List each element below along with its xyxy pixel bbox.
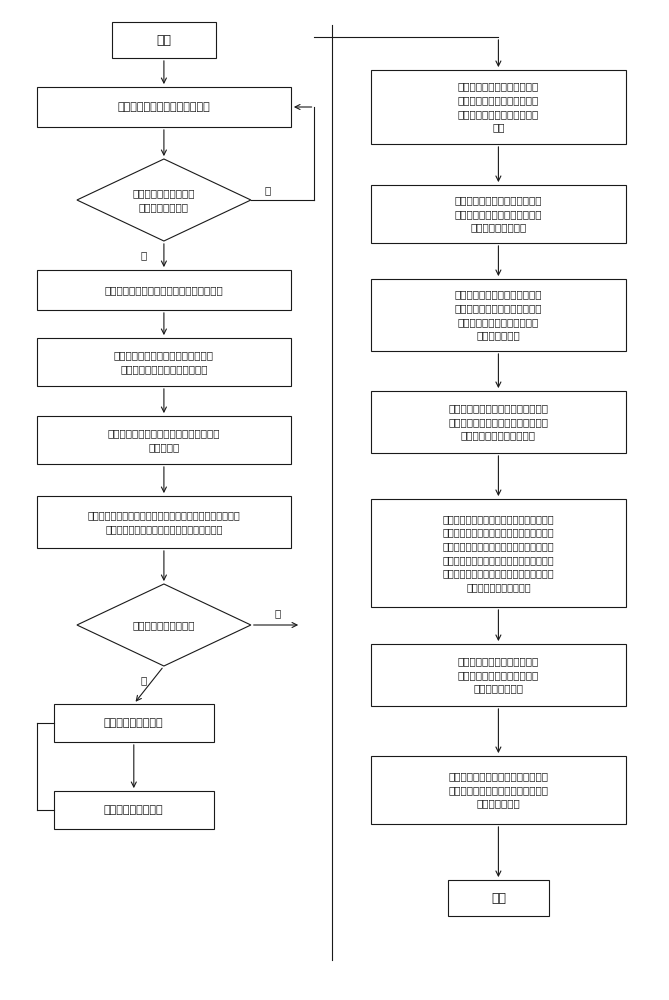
Text: 车辆类型是否为电动车: 车辆类型是否为电动车 — [132, 620, 195, 630]
Bar — [37, 87, 291, 127]
Text: 实时采集各个停车位的底线图像: 实时采集各个停车位的底线图像 — [118, 102, 210, 112]
Text: 检测对应的停车位上是否存在车
辆，并在对应的停车位上存在车
辆时识别车辆的车型: 检测对应的停车位上是否存在车 辆，并在对应的停车位上存在车 辆时识别车辆的车型 — [455, 195, 542, 233]
Bar — [371, 279, 626, 351]
Bar — [371, 185, 626, 243]
Bar — [37, 496, 291, 548]
Text: 采集停车车辆的车辆位置信息以及轮廓图像: 采集停车车辆的车辆位置信息以及轮廓图像 — [104, 285, 223, 295]
Text: 在停车密度达到预设车密度时，先根据各个
车辆的流向信息，对各个流通路径上的车辆
流通数量进行统计并排序，再选取车辆流通
数量达到一个预设车流量的至少一条流通路
: 在停车密度达到预设车密度时，先根据各个 车辆的流向信息，对各个流通路径上的车辆 … — [443, 514, 554, 592]
Bar — [54, 791, 214, 829]
Bar — [54, 704, 214, 742]
Polygon shape — [77, 159, 251, 241]
Text: 先获取停车场的停车数量，再计算出
停车场的停车密度，最后判断停车密
度是否达到一个预设车密度: 先获取停车场的停车数量，再计算出 停车场的停车密度，最后判断停车密 度是否达到一… — [448, 403, 549, 441]
Bar — [371, 756, 626, 824]
Bar — [112, 22, 215, 58]
Text: 向位于停车位上的车辆发射超声
波并同步计时，并根据计时时间
计算出车辆距对应的停车位的
地面的离地高度: 向位于停车位上的车辆发射超声 波并同步计时，并根据计时时间 计算出车辆距对应的停… — [455, 290, 542, 340]
Bar — [371, 644, 626, 706]
Text: 根据车辆位置和轮廓图像，采集车辆
位置处的轮廓范围内的红外图像: 根据车辆位置和轮廓图像，采集车辆 位置处的轮廓范围内的红外图像 — [114, 350, 214, 374]
Text: 提取红外图像中的发热位置以及发热位置
的发热特征: 提取红外图像中的发热位置以及发热位置 的发热特征 — [108, 428, 220, 452]
Text: 是: 是 — [140, 250, 147, 260]
Bar — [37, 416, 291, 464]
Bar — [37, 338, 291, 386]
Text: 否: 否 — [264, 185, 271, 195]
Text: 在一个停车位上存在车辆时，
判断离地高度的变化值是否大
于一个预设高度差: 在一个停车位上存在车辆时， 判断离地高度的变化值是否大 于一个预设高度差 — [458, 656, 539, 694]
Bar — [37, 270, 291, 310]
Bar — [371, 70, 626, 144]
Text: 开始: 开始 — [157, 33, 171, 46]
Bar — [448, 880, 549, 916]
Text: 底线图像中车位底线是
否被停放车辆覆盖: 底线图像中车位底线是 否被停放车辆覆盖 — [132, 188, 195, 212]
Polygon shape — [77, 584, 251, 666]
Text: 对停放车辆进行驱离: 对停放车辆进行驱离 — [104, 805, 164, 815]
Text: 根据发热位置与发热特征，在一个预设车辆识别系统中对停
放车辆进行识别，以获得停放车辆的车辆类型: 根据发热位置与发热特征，在一个预设车辆识别系统中对停 放车辆进行识别，以获得停放… — [88, 510, 240, 534]
Text: 结束: 结束 — [491, 892, 506, 904]
Text: 检测通过对应的流通路口的车
辆信息，并根据同一车辆产生
的车辆信息，获取车辆的流向
信息: 检测通过对应的流通路口的车 辆信息，并根据同一车辆产生 的车辆信息，获取车辆的流… — [458, 82, 539, 132]
Bar — [371, 499, 626, 607]
Bar — [371, 391, 626, 453]
Text: 对停放车辆进行充电: 对停放车辆进行充电 — [104, 718, 164, 728]
Text: 在变化值大于预设高度差时，根据车
辆的停车位置，向车载人员发送一个
广告推送信息二: 在变化值大于预设高度差时，根据车 辆的停车位置，向车载人员发送一个 广告推送信息… — [448, 771, 549, 809]
Text: 是: 是 — [140, 675, 147, 685]
Text: 否: 否 — [274, 608, 281, 618]
